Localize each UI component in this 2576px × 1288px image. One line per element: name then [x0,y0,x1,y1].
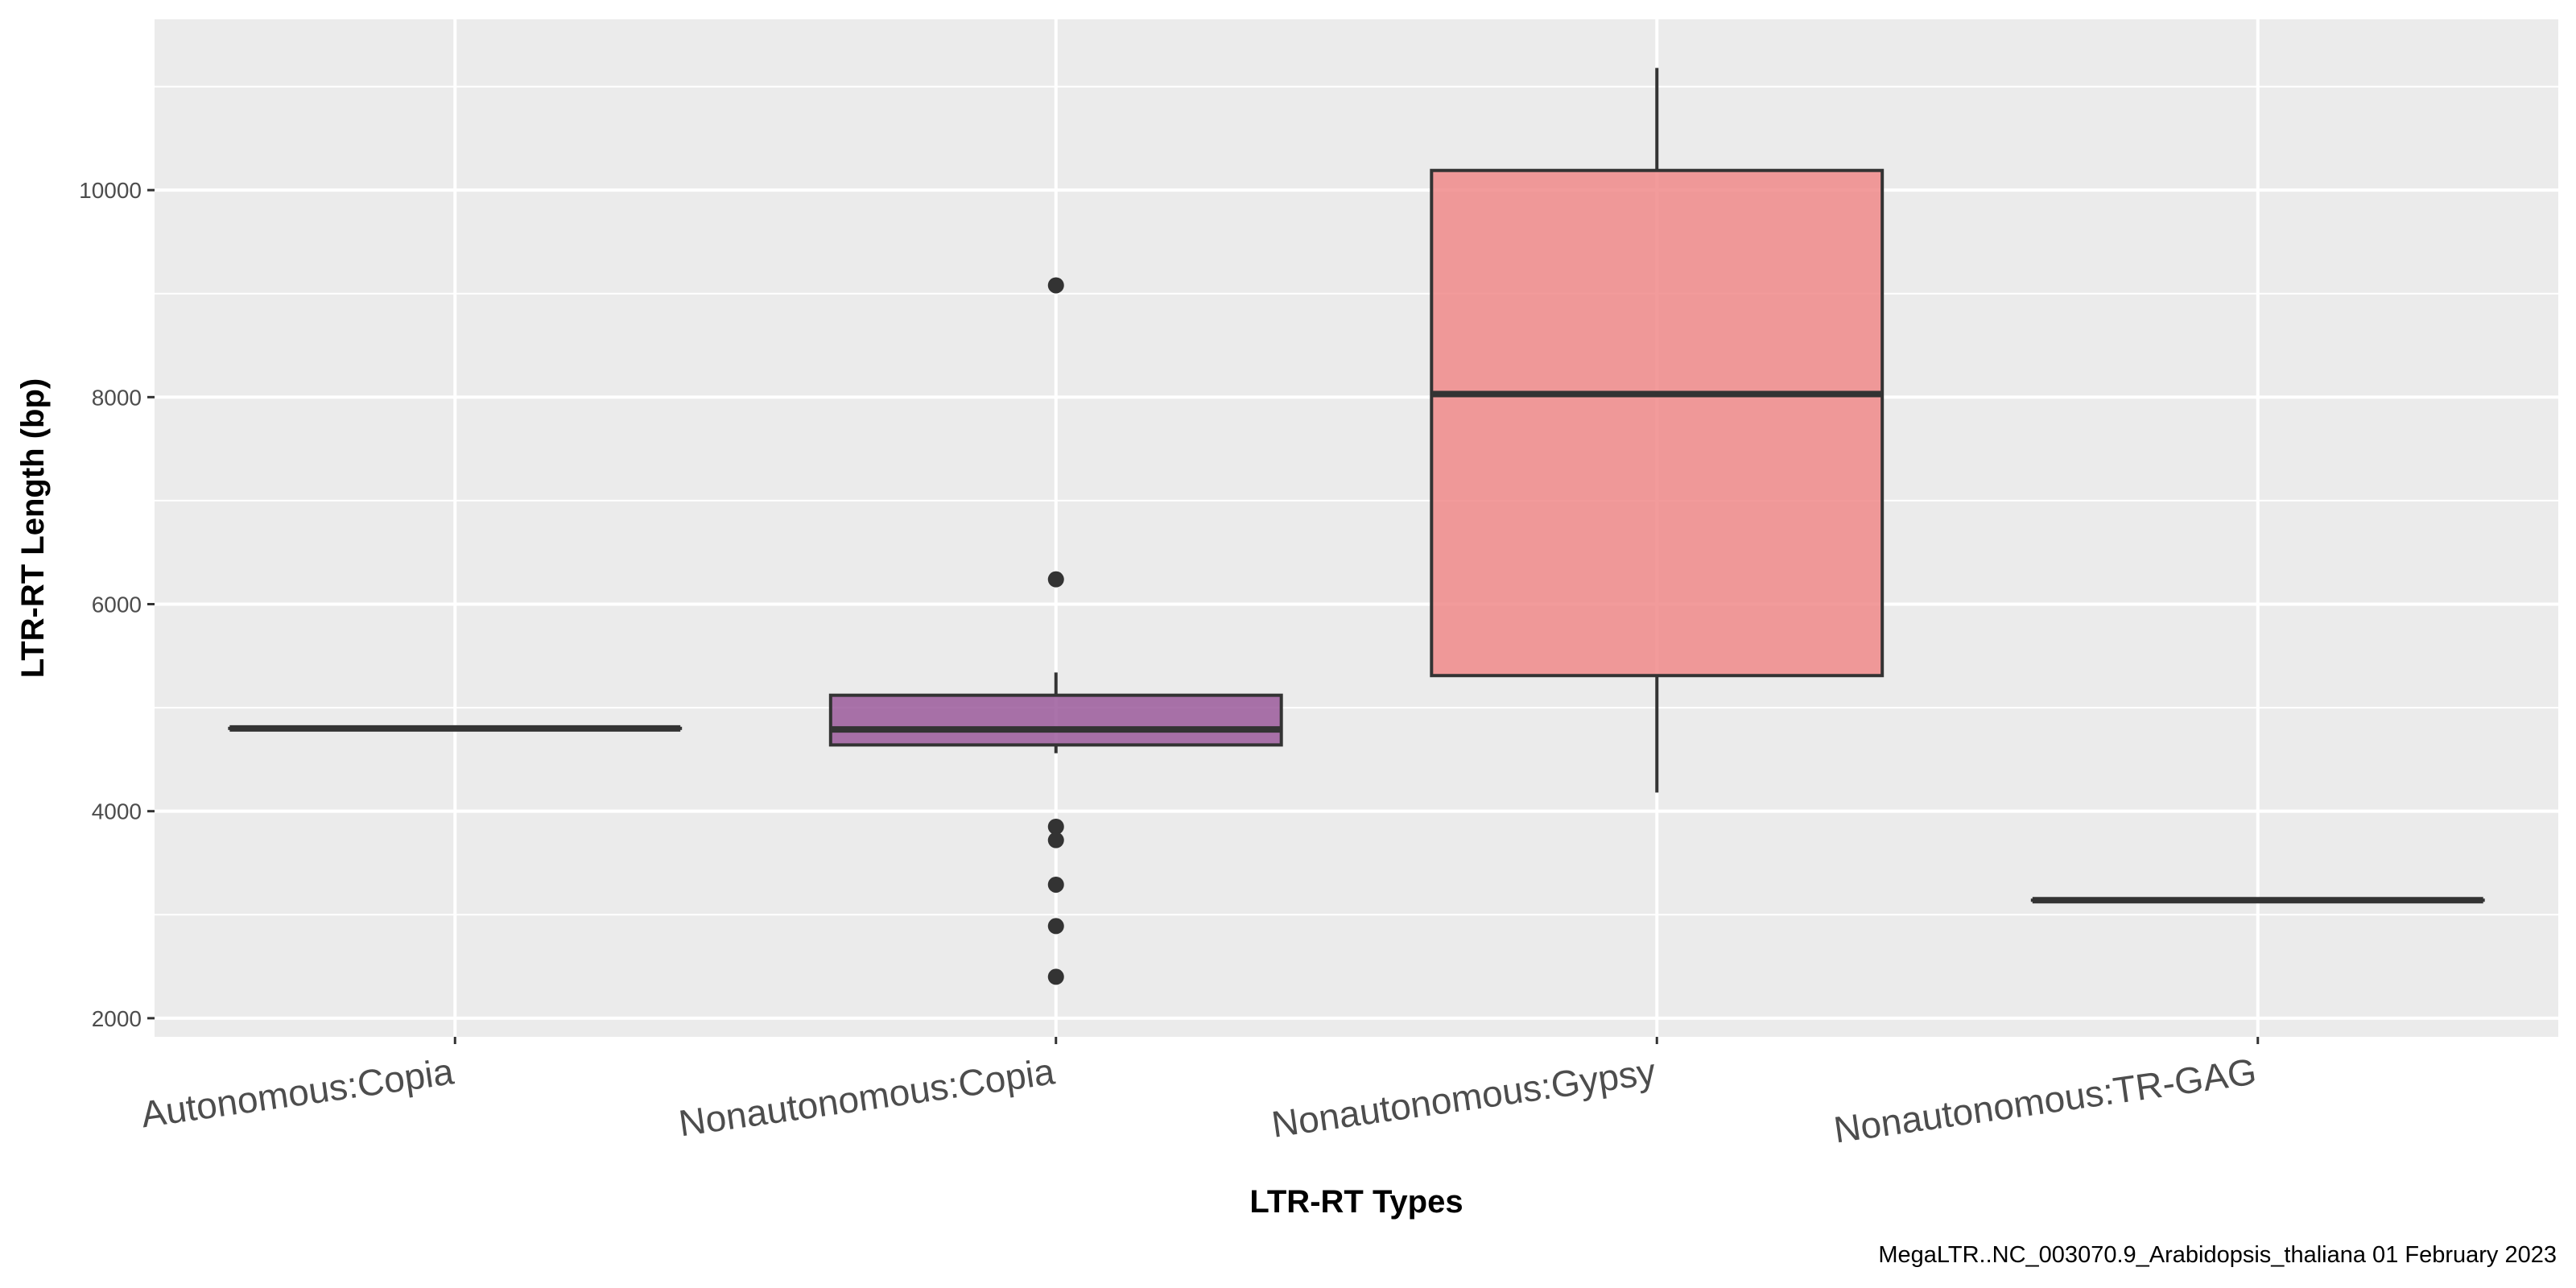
outlier-point [1047,918,1064,935]
caption: MegaLTR..NC_003070.9_Arabidopsis_thalian… [1878,1242,2557,1268]
outlier-point [1047,571,1064,588]
box-group [1430,68,1885,793]
y-tick-label: 8000 [92,385,142,410]
box-group [828,277,1283,985]
y-tick-label: 2000 [92,1006,142,1031]
y-tick-label: 6000 [92,592,142,617]
y-tick-label: 10000 [79,178,142,203]
x-axis-title: LTR-RT Types [1249,1184,1463,1220]
box-iqr [828,693,1283,747]
outlier-point [1047,832,1064,848]
box-iqr [1430,168,1885,678]
x-tick-label: Nonautonomous:Copia [676,1050,1058,1144]
outlier-point [1047,876,1064,893]
x-tick-label: Autonomous:Copia [138,1050,456,1135]
outlier-point [1047,277,1064,294]
y-axis-title: LTR-RT Length (bp) [15,378,51,678]
y-axis: 2000 4000 6000 8000 10000 [79,178,155,1031]
grid-minor [155,85,2558,916]
outlier-point [1047,968,1064,985]
x-axis: Autonomous:Copia Nonautonomous:Copia Nonau… [138,1037,2260,1151]
plot-panel [155,19,2558,1037]
outlier-point [1047,818,1064,835]
x-tick-label: Nonautonomous:Gypsy [1269,1050,1657,1145]
y-tick-label: 4000 [92,799,142,824]
boxes [228,68,2485,985]
x-tick-label: Nonautonomous:TR-GAG [1831,1050,2259,1150]
